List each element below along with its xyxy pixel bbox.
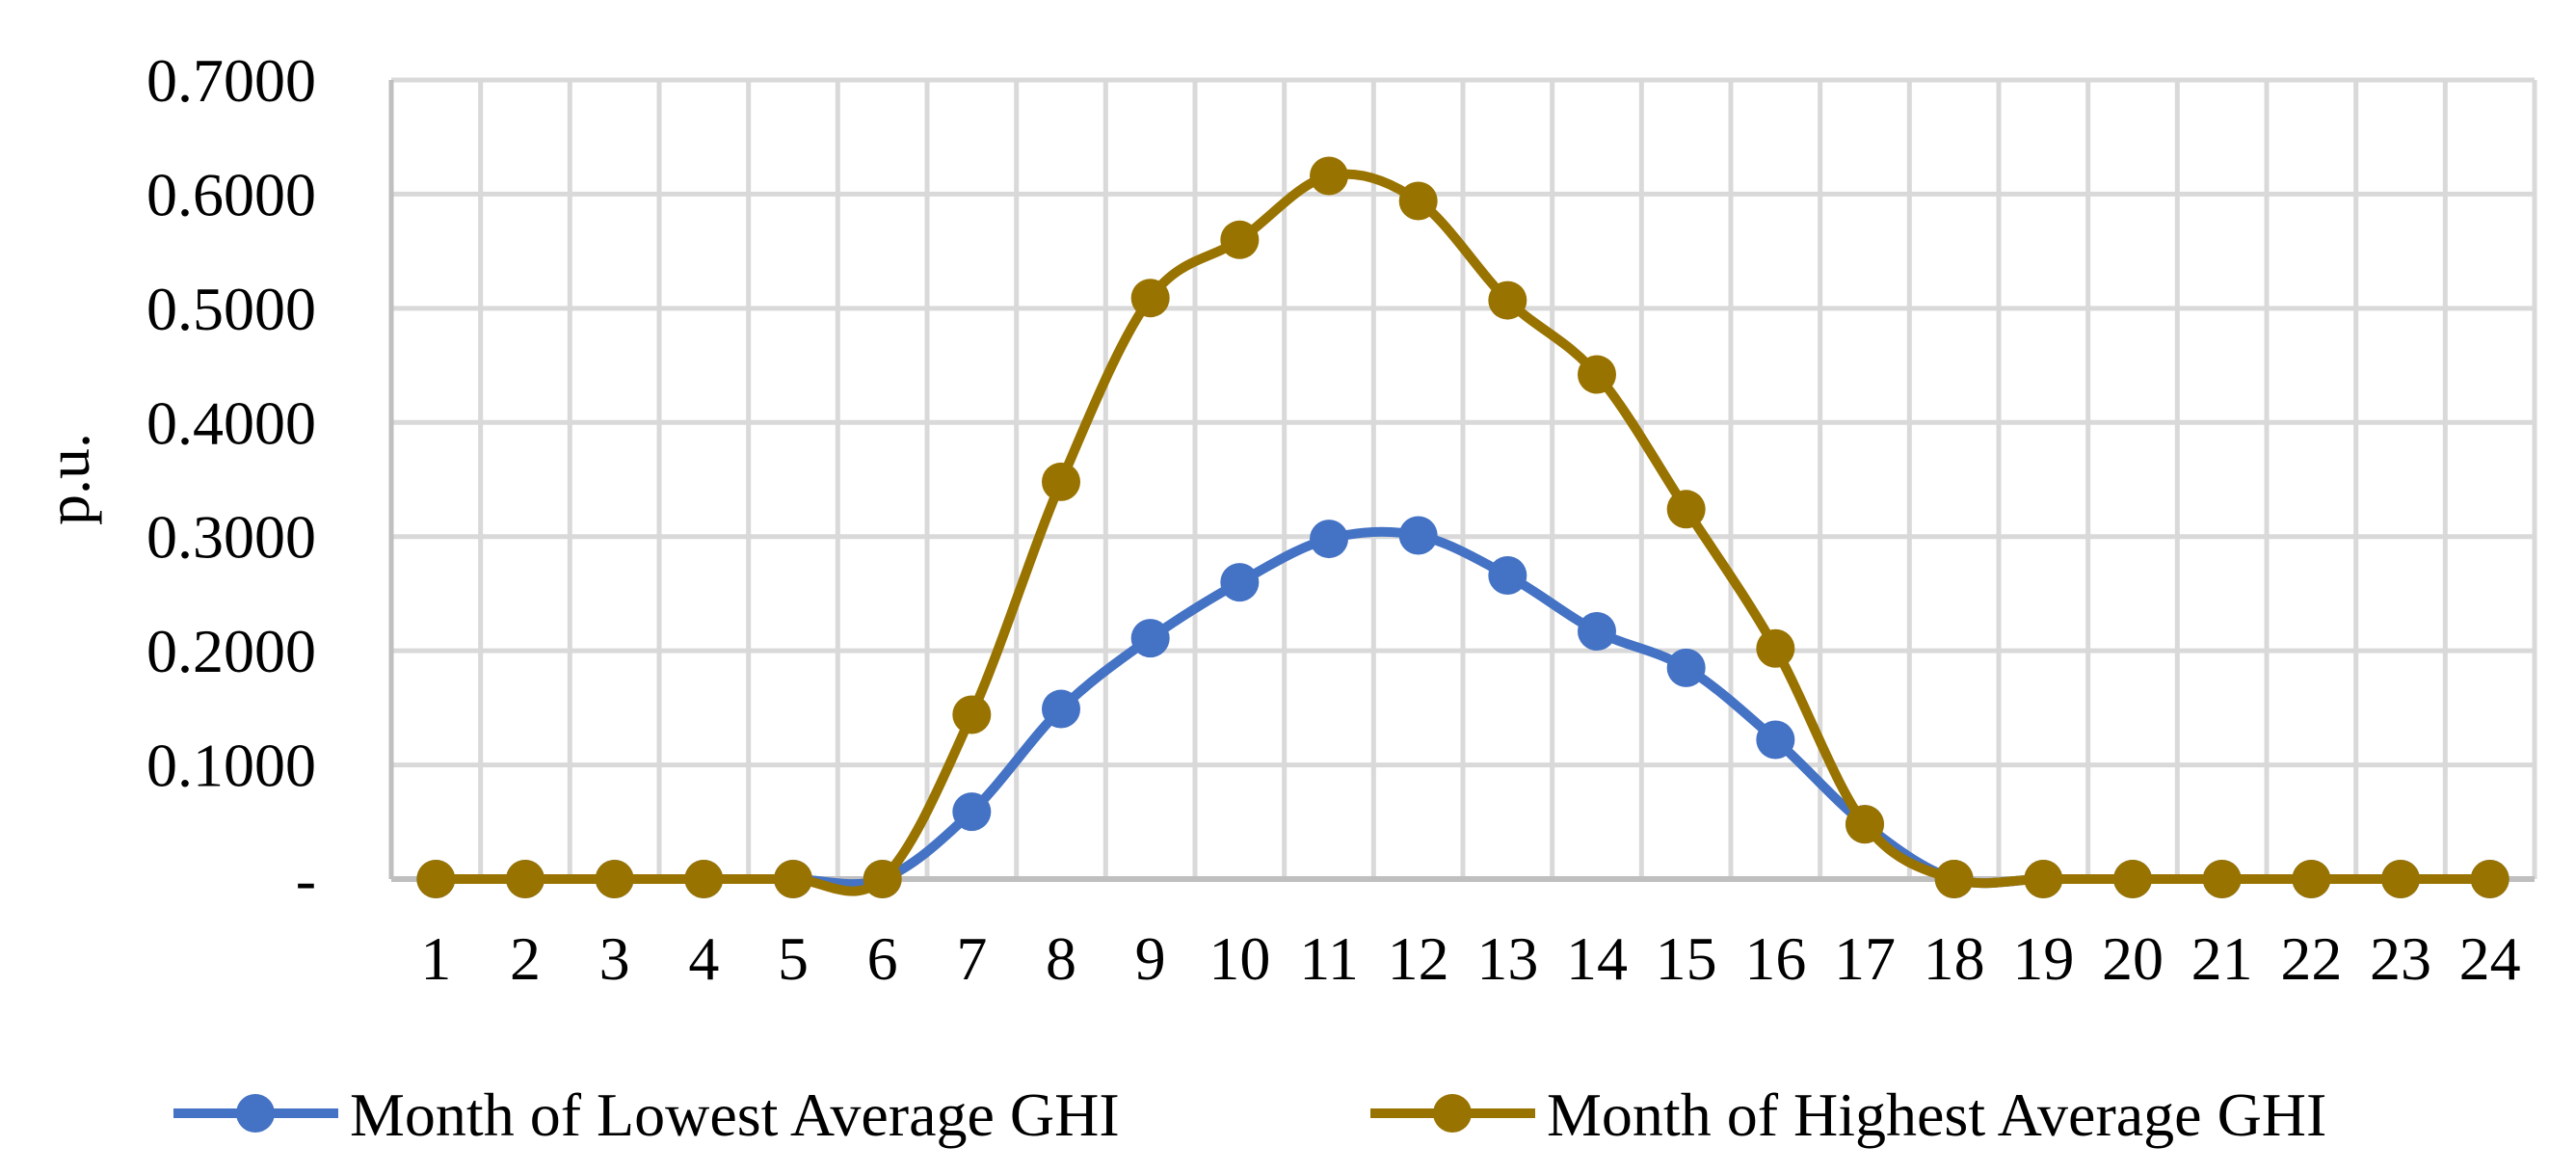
data-point [2381, 860, 2420, 898]
x-tick-label: 2 [510, 924, 541, 993]
x-tick-label: 7 [956, 924, 987, 993]
data-point [595, 860, 634, 898]
data-point [1310, 156, 1348, 196]
data-point [952, 792, 992, 832]
series-line [436, 169, 2490, 896]
legend: Month of Lowest Average GHI Month of High… [173, 1081, 2326, 1149]
data-point [774, 860, 812, 898]
x-tick-label: 10 [1208, 924, 1270, 993]
data-point [1578, 355, 1616, 394]
legend-dot-marker [1433, 1094, 1472, 1133]
series-highest-ghi [416, 156, 2510, 898]
x-tick-label: 23 [2370, 924, 2431, 993]
data-point [2113, 860, 2152, 898]
data-point [1488, 280, 1527, 320]
legend-dot-marker [236, 1094, 275, 1133]
data-point [2470, 860, 2510, 898]
data-point [1666, 490, 1706, 529]
y-tick-label: - [296, 845, 316, 914]
x-tick-label: 17 [1834, 924, 1896, 993]
data-point [1220, 220, 1260, 259]
y-tick-label: 0.6000 [146, 160, 316, 228]
x-tick-label: 16 [1744, 924, 1806, 993]
y-tick-label: 0.5000 [146, 275, 316, 343]
data-point [1488, 555, 1527, 595]
data-point [1756, 628, 1795, 668]
x-tick-label: 20 [2102, 924, 2164, 993]
data-point [1042, 689, 1080, 729]
x-tick-label: 13 [1476, 924, 1538, 993]
legend-item: Month of Lowest Average GHI [173, 1081, 1120, 1149]
x-axis-ticks: 1 2 3 4 5 6 7 8 9 10 11 12 13 14 15 16 17 18 19 20 21 22 23 24 [420, 924, 2520, 993]
data-point [2292, 860, 2331, 898]
y-tick-label: 0.1000 [146, 732, 316, 800]
x-tick-label: 18 [1924, 924, 1985, 993]
y-tick-label: 0.4000 [146, 388, 316, 457]
data-point [1310, 520, 1348, 559]
y-tick-label: 0.3000 [146, 503, 316, 572]
x-tick-label: 4 [688, 924, 719, 993]
data-point [1130, 279, 1170, 318]
x-tick-label: 19 [2012, 924, 2074, 993]
series-group [416, 156, 2510, 898]
data-point [416, 860, 456, 898]
y-axis-ticks: - 0.1000 0.2000 0.3000 0.4000 0.5000 0.6000 0.7… [146, 46, 316, 914]
data-point [1042, 462, 1080, 501]
data-point [1934, 860, 1974, 898]
data-point [952, 695, 992, 734]
x-tick-label: 15 [1656, 924, 1717, 993]
x-tick-label: 9 [1135, 924, 1166, 993]
x-tick-label: 6 [867, 924, 898, 993]
x-tick-label: 1 [420, 924, 451, 993]
data-point [1398, 516, 1438, 555]
data-point [863, 860, 902, 898]
x-tick-label: 14 [1566, 924, 1628, 993]
x-tick-label: 3 [599, 924, 630, 993]
data-point [1578, 612, 1616, 652]
x-tick-label: 8 [1046, 924, 1076, 993]
y-tick-label: 0.2000 [146, 617, 316, 685]
data-point [684, 860, 724, 898]
data-point [1846, 805, 1884, 844]
legend-label: Month of Highest Average GHI [1547, 1081, 2326, 1149]
legend-item: Month of Highest Average GHI [1370, 1081, 2326, 1149]
data-point [2024, 860, 2063, 898]
data-point [1130, 619, 1170, 658]
data-point [1756, 720, 1795, 760]
gridlines [388, 77, 2537, 882]
x-tick-label: 22 [2280, 924, 2342, 993]
data-point [1398, 181, 1438, 221]
x-tick-label: 11 [1299, 924, 1359, 993]
x-tick-label: 24 [2459, 924, 2521, 993]
data-point [2202, 860, 2242, 898]
y-tick-label: 0.7000 [146, 46, 316, 115]
data-point [1666, 648, 1706, 687]
data-point [1220, 563, 1260, 602]
x-tick-label: 21 [2191, 924, 2253, 993]
x-tick-label: 5 [778, 924, 809, 993]
x-tick-label: 12 [1388, 924, 1449, 993]
y-axis-label: p.u. [34, 433, 102, 525]
legend-label: Month of Lowest Average GHI [350, 1081, 1120, 1149]
data-point [506, 860, 544, 898]
